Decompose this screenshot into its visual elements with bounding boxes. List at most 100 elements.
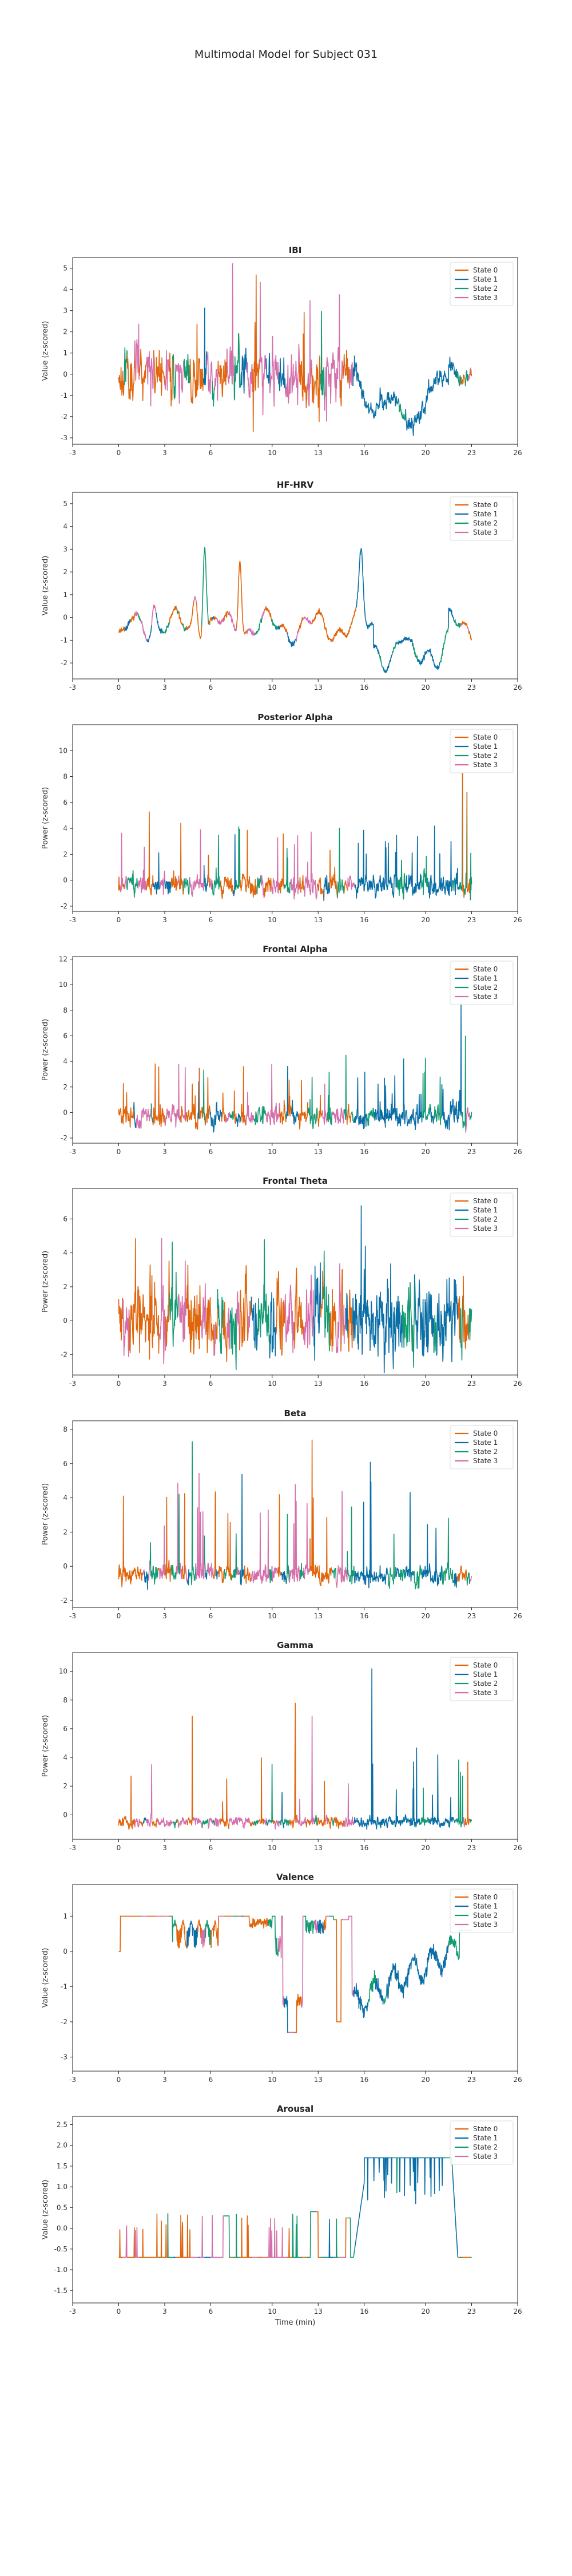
series-state-0	[252, 274, 260, 432]
series-state-0	[157, 1567, 160, 1571]
series-state-3	[285, 343, 300, 406]
legend-entry: State 1	[473, 2134, 498, 2142]
series-state-2	[387, 1534, 397, 1589]
panel-title: Frontal Theta	[263, 1176, 328, 1186]
y-tick-label: 10	[59, 1668, 67, 1676]
y-tick-label: 1	[63, 591, 67, 599]
series-state-0	[118, 1297, 124, 1341]
x-tick-label: 20	[421, 2308, 430, 2316]
legend-box	[450, 1657, 514, 1701]
x-tick-label: -3	[69, 1148, 76, 1156]
x-tick-label: 20	[421, 1380, 430, 1388]
series-state-1	[146, 625, 152, 643]
series-state-3	[236, 1567, 241, 1575]
series-state-1	[375, 1978, 384, 2005]
x-tick-label: 3	[162, 449, 167, 457]
series-state-3	[301, 1915, 304, 2008]
y-tick-label: 10	[59, 981, 67, 989]
x-tick-label: -3	[69, 2076, 76, 2084]
series-state-2	[392, 2157, 399, 2194]
series-state-3	[303, 831, 319, 900]
x-tick-label: 6	[209, 916, 213, 924]
series-state-0	[180, 1106, 184, 1123]
x-axis-label: Time (min)	[275, 2318, 316, 2327]
x-tick-label: 20	[421, 683, 430, 692]
y-axis-label: Value (z-scored)	[41, 556, 50, 616]
series-state-3	[349, 362, 353, 389]
y-tick-label: 5	[63, 264, 67, 272]
series-state-0	[122, 883, 125, 890]
series-state-2	[343, 1054, 348, 1120]
series-state-0	[240, 1066, 247, 1126]
x-tick-label: 26	[513, 449, 522, 457]
series-state-1	[144, 1571, 149, 1590]
x-tick-label: 0	[117, 2308, 121, 2316]
axes-frame	[72, 492, 518, 679]
series-state-3	[260, 875, 265, 898]
panel-posterior-alpha: Posterior Alpha -3 0 3 6 10 13 16 20 23 26 -2 0 2 4 6 8 1…	[41, 712, 522, 924]
series-state-0	[160, 2213, 169, 2258]
series-state-1	[278, 357, 286, 392]
series-state-0	[289, 1702, 298, 1829]
legend-entry: State 0	[473, 1197, 498, 1205]
panel-valence: Valence -3 0 3 6 10 13 16 20 23 26 -3 -2 -1 0 1 Value (z…	[41, 1872, 522, 2084]
series-state-2	[454, 619, 461, 628]
series-state-0	[458, 1296, 461, 1344]
series-state-1	[396, 1567, 400, 1577]
series-state-1	[280, 1571, 287, 1584]
series-state-0	[118, 1775, 136, 1830]
series-state-1	[418, 648, 442, 670]
series-state-2	[332, 1817, 335, 1827]
series-state-3	[148, 1560, 150, 1581]
series-state-2	[470, 1819, 472, 1823]
x-tick-label: 10	[268, 683, 276, 692]
series-state-0	[456, 1565, 467, 1582]
series-state-3	[261, 609, 265, 619]
series-state-1	[156, 613, 162, 634]
panel-frontal-alpha: Frontal Alpha -3 0 3 6 10 13 16 20 23 26 -2 0 2 4 6 8 10 1…	[41, 944, 522, 1156]
series-state-1	[251, 1297, 258, 1351]
series-state-1	[186, 1921, 198, 1948]
series-state-2	[351, 1111, 354, 1123]
series-state-2	[306, 2211, 316, 2258]
series-state-1	[353, 1668, 420, 1830]
series-state-3	[236, 1291, 240, 1350]
series-state-3	[208, 1817, 213, 1829]
series-state-1	[353, 1072, 367, 1129]
series-state-3	[303, 1274, 314, 1349]
x-tick-label: 0	[117, 916, 121, 924]
series-state-2	[456, 371, 462, 386]
series-state-3	[134, 323, 140, 381]
series-state-0	[346, 1104, 352, 1125]
series-state-1	[203, 865, 209, 892]
series-state-1	[205, 1569, 208, 1580]
series-state-3	[265, 1064, 280, 1125]
series-state-3	[213, 1322, 217, 1356]
series-state-3	[210, 2215, 224, 2258]
x-tick-label: 0	[117, 1612, 121, 1620]
x-tick-label: 23	[467, 2076, 476, 2084]
legend-entry: State 1	[473, 1902, 498, 1910]
y-axis-label: Power (z-scored)	[41, 1251, 50, 1313]
series-state-3	[142, 1569, 145, 1575]
series-state-0	[317, 1095, 323, 1127]
series-state-2	[178, 1494, 181, 1575]
y-tick-label: 5	[63, 500, 67, 508]
y-axis-label: Power (z-scored)	[41, 787, 50, 849]
y-tick-label: -2	[61, 1134, 67, 1142]
series-state-0	[347, 1289, 353, 1352]
series-state-0	[176, 2214, 191, 2258]
series-state-0	[239, 829, 258, 898]
series-state-2	[463, 792, 468, 895]
y-tick-label: -2	[61, 2018, 67, 2026]
legend-entry: State 3	[473, 761, 498, 769]
series-state-2	[189, 1441, 197, 1585]
x-tick-label: 16	[360, 449, 368, 457]
y-tick-label: 4	[63, 1057, 67, 1065]
series-state-2	[256, 875, 261, 895]
series-state-1	[280, 1792, 285, 1828]
x-tick-label: 23	[467, 1612, 476, 1620]
series-state-0	[205, 1297, 214, 1356]
series-state-1	[428, 1754, 456, 1828]
